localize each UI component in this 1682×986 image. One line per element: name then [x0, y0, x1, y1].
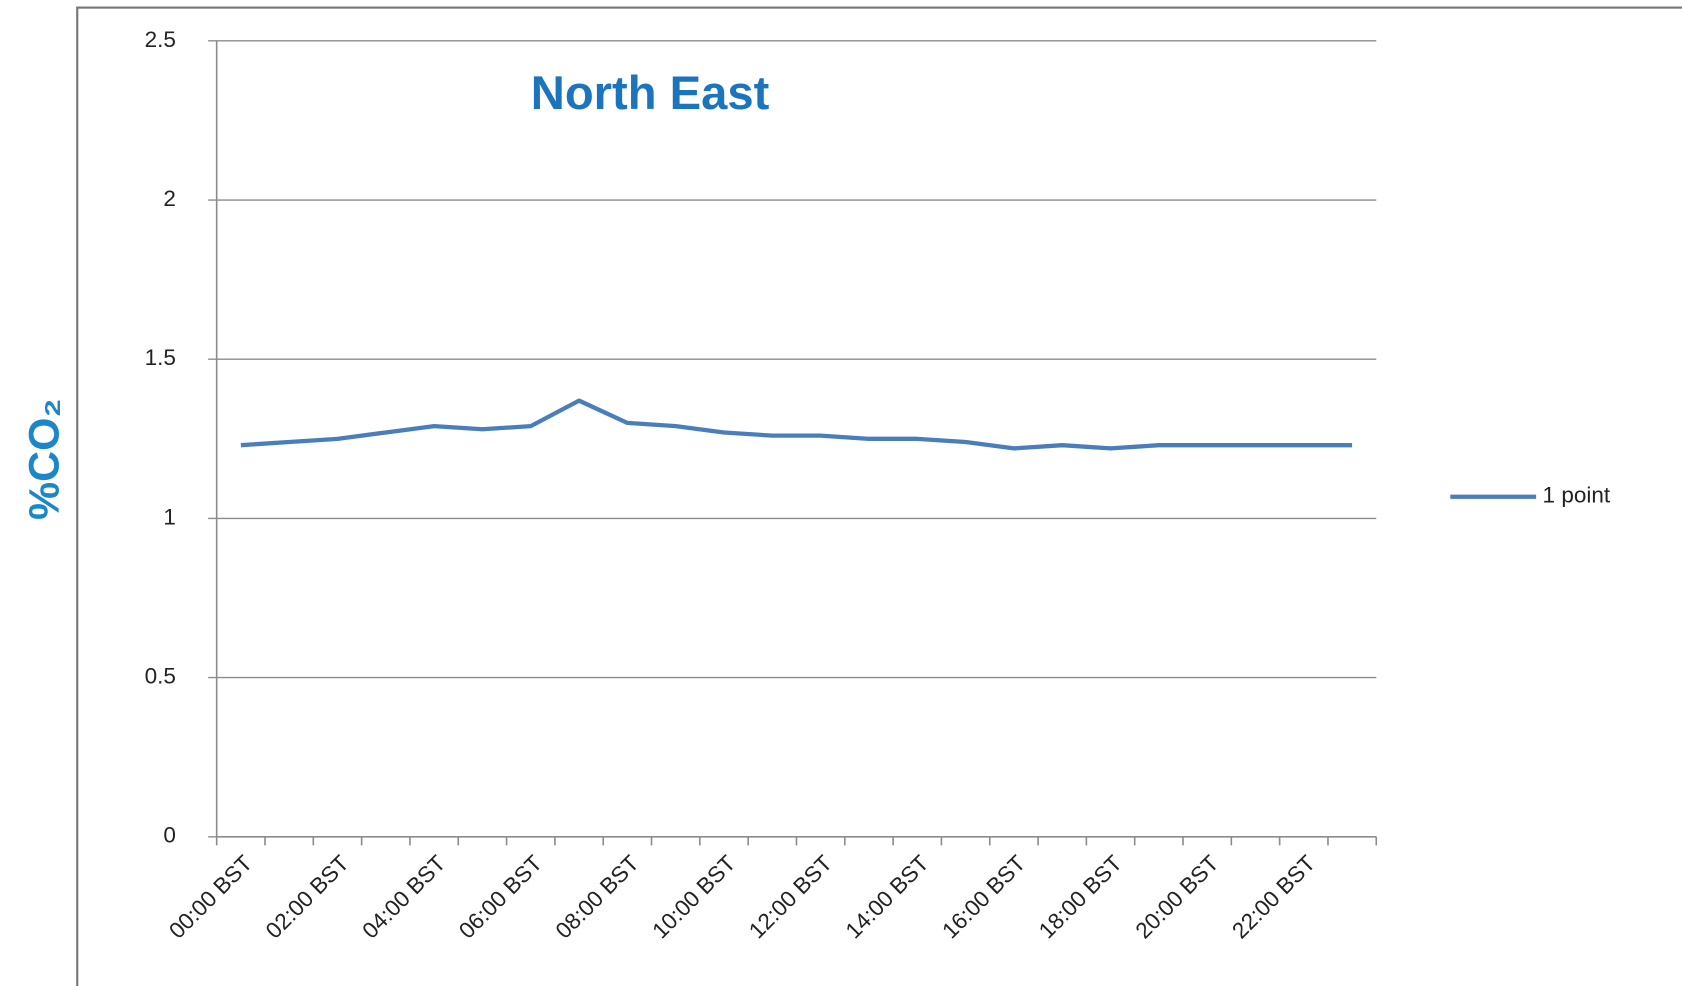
y-tick-label: 2.5 [145, 27, 176, 52]
x-tick-label: 02:00 BST [261, 850, 354, 943]
chart-title: North East [531, 67, 770, 120]
y-tick-label: 2 [163, 186, 176, 211]
x-tick-label: 10:00 BST [647, 850, 740, 943]
y-axis-label: %CO₂ [21, 398, 69, 520]
x-tick-label: 20:00 BST [1131, 850, 1224, 943]
x-tick-label: 22:00 BST [1227, 850, 1320, 943]
x-tick-label: 16:00 BST [937, 850, 1030, 943]
y-tick-label: 0 [163, 823, 176, 848]
y-tick-label: 1 [163, 504, 176, 529]
y-tick-label: 1.5 [145, 345, 176, 370]
x-tick-label: 18:00 BST [1034, 850, 1127, 943]
y-tick-label: 0.5 [145, 664, 176, 689]
x-tick-label: 08:00 BST [551, 850, 644, 943]
legend-label: 1 point [1543, 483, 1611, 508]
data-line [240, 398, 1353, 451]
x-tick-label: 00:00 BST [164, 850, 257, 943]
x-tick-label: 04:00 BST [358, 850, 451, 943]
chart-frame [76, 6, 1682, 986]
x-tick-label: 06:00 BST [454, 850, 547, 943]
x-tick-label: 12:00 BST [744, 850, 837, 943]
x-tick-label: 14:00 BST [841, 850, 934, 943]
